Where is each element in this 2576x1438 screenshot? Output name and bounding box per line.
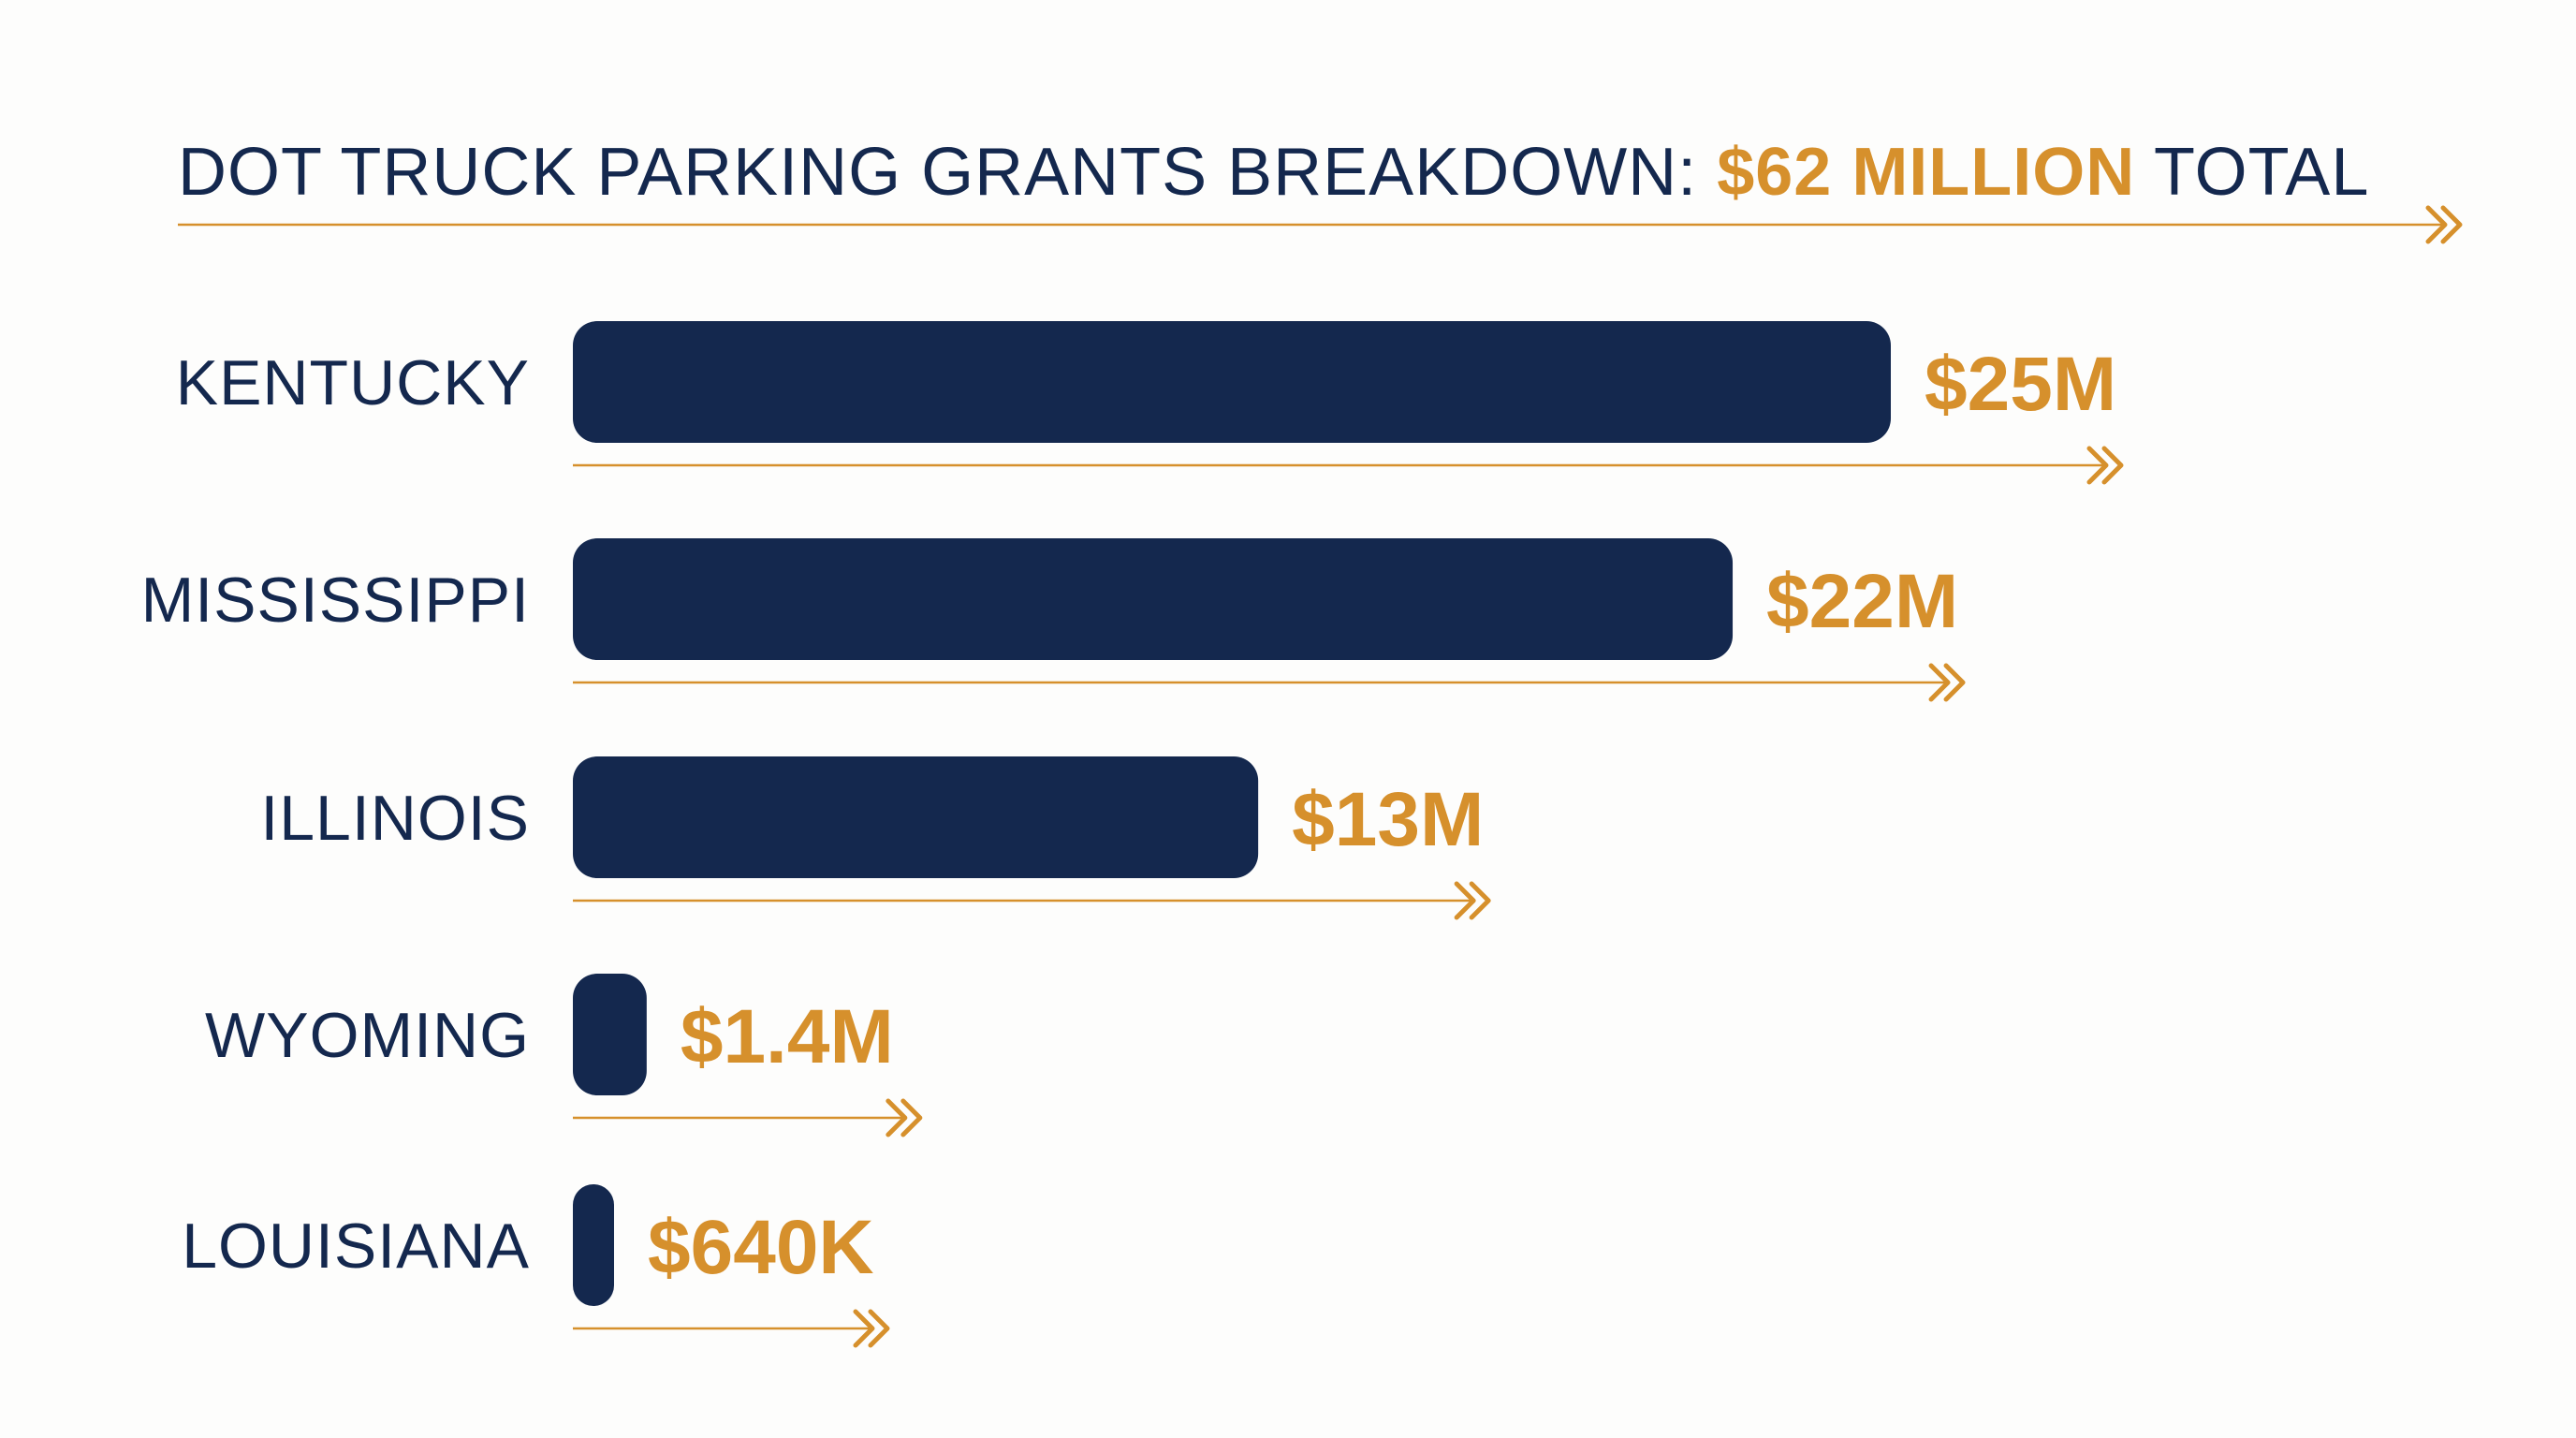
bar-arrow-icon [1928, 663, 1966, 702]
category-label: MISSISSIPPI [141, 565, 530, 636]
category-label: WYOMING [205, 1000, 530, 1071]
category-label: LOUISIANA [182, 1211, 530, 1282]
chart-title-total: $62 MILLION [1717, 135, 2135, 210]
bar [573, 538, 1734, 660]
category-label: KENTUCKY [176, 347, 530, 418]
bar-row: KENTUCKY $25M [176, 321, 2124, 485]
chart-title: DOT TRUCK PARKING GRANTS BREAKDOWN: $62 … [178, 135, 2463, 244]
bar-row: ILLINOIS $13M [260, 756, 1491, 920]
bar-row: WYOMING $1.4M [205, 974, 923, 1137]
bar-arrow-icon [2086, 446, 2124, 485]
bar-arrow-icon [1454, 881, 1491, 920]
title-arrow-icon [2425, 205, 2463, 244]
chart-title-text: DOT TRUCK PARKING GRANTS BREAKDOWN: $62 … [178, 135, 2369, 210]
bar [573, 974, 647, 1095]
value-label: $13M [1292, 777, 1484, 862]
chart-title-suffix: TOTAL [2135, 135, 2369, 210]
bar-arrow-icon [886, 1098, 923, 1137]
category-label: ILLINOIS [260, 783, 530, 854]
bar [573, 756, 1259, 878]
bar [573, 321, 1891, 443]
chart-title-prefix: DOT TRUCK PARKING GRANTS BREAKDOWN: [178, 135, 1717, 210]
bars-layer: KENTUCKY $25M MISSISSIPPI $22M ILLINOIS $13M W… [141, 321, 2124, 1348]
bar-row: LOUISIANA $640K [182, 1184, 890, 1348]
value-label: $22M [1766, 559, 1958, 644]
value-label: $25M [1925, 342, 2116, 427]
bar-arrow-icon [853, 1309, 890, 1348]
bar [573, 1184, 614, 1306]
bar-row: MISSISSIPPI $22M [141, 538, 1966, 702]
value-label: $1.4M [681, 994, 894, 1079]
value-label: $640K [648, 1205, 874, 1290]
